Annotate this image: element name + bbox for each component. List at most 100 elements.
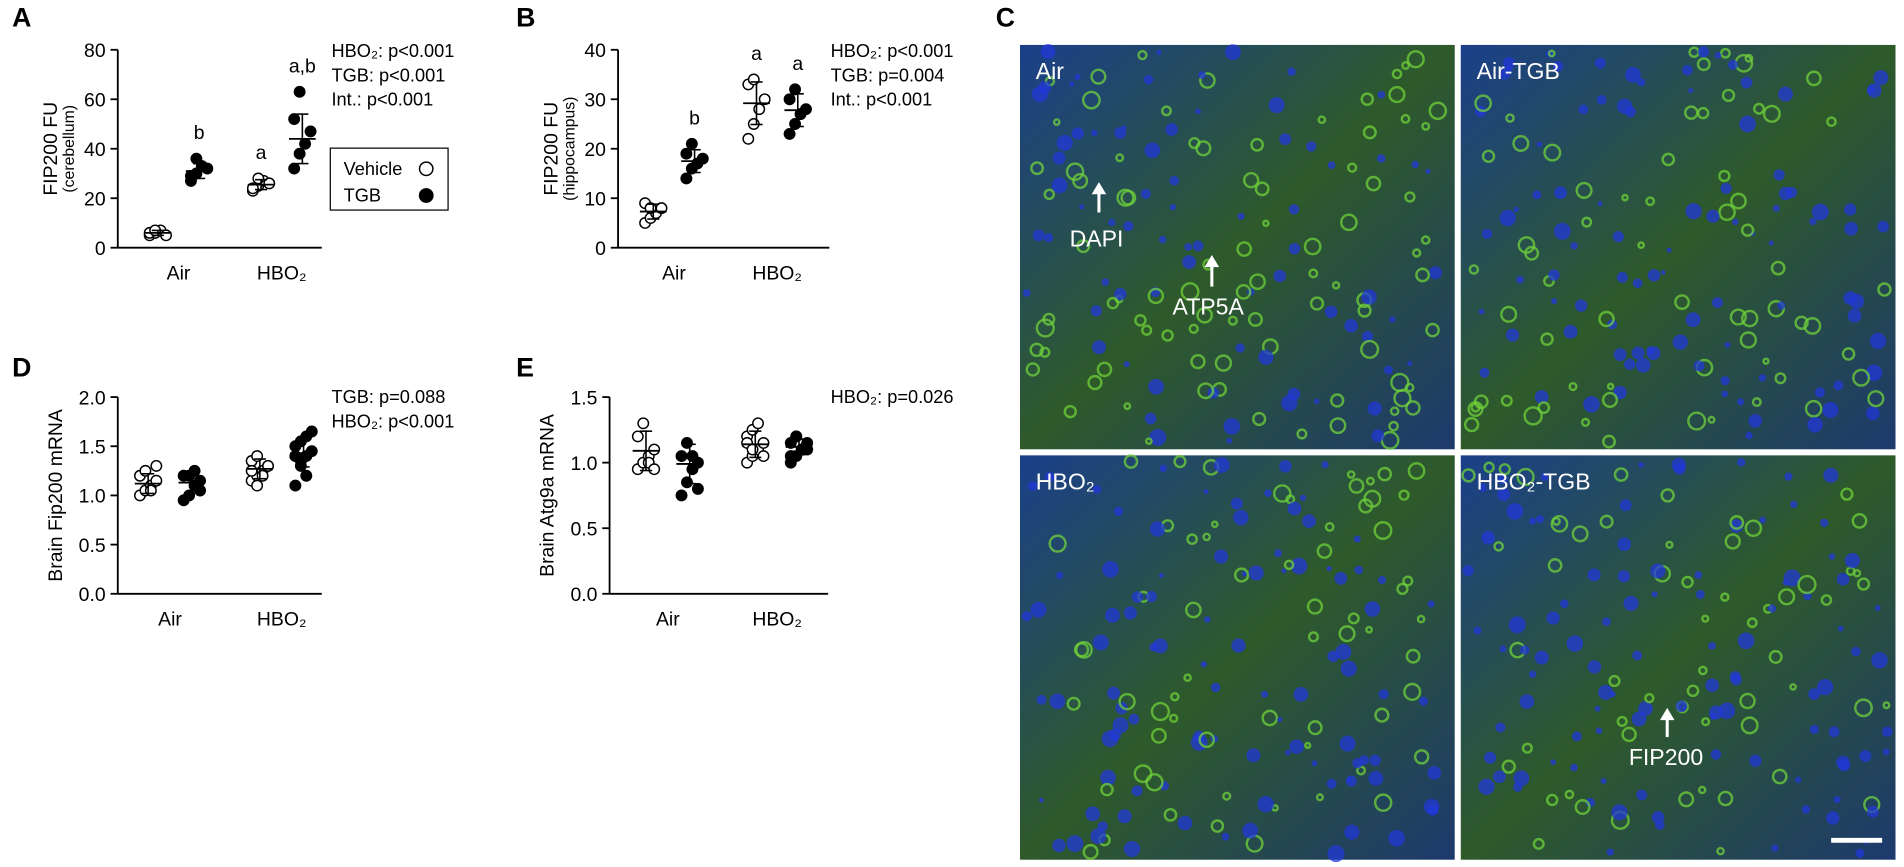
y-axis-label: FIP200 FU	[540, 102, 562, 196]
cell-texture	[1536, 141, 1543, 148]
cell-texture	[1214, 549, 1229, 564]
data-point	[251, 479, 264, 492]
cell-texture	[1389, 406, 1400, 417]
cell-texture	[1329, 417, 1347, 435]
cell-texture	[1546, 611, 1560, 625]
cell-texture	[1619, 499, 1632, 512]
cell-texture	[1248, 565, 1264, 581]
cell-texture	[1196, 306, 1213, 324]
micrograph-label: HBO₂-TGB	[1477, 468, 1591, 494]
y-tick-label: 10	[584, 189, 606, 211]
cell-texture	[1324, 305, 1338, 319]
cell-texture	[1478, 483, 1487, 492]
cell-texture	[1365, 476, 1375, 486]
cell-texture	[1712, 297, 1724, 309]
cell-texture	[1307, 720, 1323, 736]
cell-texture	[1674, 294, 1690, 311]
cell-texture	[1365, 175, 1382, 192]
cell-texture	[1462, 565, 1474, 577]
cell-texture	[1498, 463, 1511, 476]
cell-texture	[1546, 793, 1559, 807]
cell-texture	[1373, 521, 1393, 540]
cell-texture	[1685, 312, 1701, 328]
cell-texture	[1820, 518, 1829, 528]
cell-texture	[1115, 153, 1125, 163]
cell-texture	[1148, 378, 1164, 395]
annotation-arrowhead	[1204, 255, 1220, 268]
cell-texture	[1521, 742, 1533, 754]
y-tick-label: 0	[95, 238, 106, 260]
cell-texture	[1022, 289, 1031, 297]
cell-texture	[1636, 789, 1648, 801]
y-tick-label: 80	[84, 40, 106, 62]
panel-letter: E	[516, 352, 534, 382]
micrograph-label: HBO₂	[1036, 468, 1095, 494]
cell-texture	[1537, 401, 1551, 415]
cell-texture	[1717, 790, 1734, 807]
y-tick-label: 1.0	[79, 486, 106, 508]
data-point	[300, 469, 313, 482]
cell-texture	[1646, 346, 1655, 355]
x-tick-label: HBO₂	[752, 262, 802, 284]
data-point	[299, 137, 312, 150]
cell-texture	[1210, 682, 1221, 693]
cell-texture	[1718, 702, 1736, 720]
cell-texture	[1519, 645, 1530, 655]
cell-texture	[1617, 537, 1632, 552]
y-axis-label: FIP200 FU	[40, 102, 62, 196]
cell-texture	[1503, 56, 1515, 69]
y-tick-label: 60	[84, 90, 106, 112]
cell-texture	[1258, 349, 1274, 365]
panel-letter: C	[996, 3, 1015, 33]
cell-texture	[1236, 241, 1253, 257]
cell-texture	[1777, 301, 1786, 310]
cell-texture	[1708, 641, 1716, 650]
cell-texture	[1613, 467, 1629, 482]
cell-texture	[1150, 727, 1167, 744]
y-axis-label: Brain Atg9a mRNA	[537, 414, 559, 577]
cell-texture	[1391, 68, 1403, 80]
data-point	[289, 479, 302, 492]
cell-texture	[1330, 393, 1345, 408]
y-tick-label: 20	[84, 189, 106, 211]
cell-texture	[1560, 599, 1569, 608]
cell-texture	[1117, 809, 1132, 824]
cell-texture	[1841, 347, 1856, 361]
cell-texture	[1416, 614, 1426, 624]
significance-letter: a	[792, 53, 803, 75]
cell-texture	[1315, 793, 1324, 802]
cell-texture	[1461, 468, 1476, 483]
micrograph-label: Air-TGB	[1477, 58, 1560, 84]
cell-texture	[1071, 127, 1084, 140]
cell-texture	[1415, 267, 1430, 283]
stats-text: Int.: p<0.001	[831, 90, 933, 110]
cell-texture	[1340, 660, 1357, 677]
data-point	[696, 152, 709, 165]
cell-texture	[1134, 314, 1147, 327]
cell-texture	[1701, 614, 1710, 623]
cell-texture	[1833, 796, 1841, 804]
cell-texture	[1720, 376, 1730, 386]
cell-texture	[1427, 600, 1435, 608]
cell-texture	[1484, 751, 1497, 764]
cell-texture	[1344, 824, 1360, 840]
cell-texture	[1859, 750, 1872, 763]
cell-texture	[1056, 571, 1064, 579]
cell-texture	[1778, 86, 1793, 102]
cell-texture	[1828, 726, 1840, 738]
annotation-arrowhead	[1659, 707, 1675, 721]
cell-texture	[1844, 221, 1858, 236]
cell-texture	[1804, 399, 1823, 418]
cell-texture	[1866, 406, 1880, 421]
cell-texture	[1066, 696, 1081, 711]
data-point	[783, 93, 796, 106]
cell-texture	[1021, 611, 1032, 622]
cell-texture	[1688, 87, 1694, 94]
cell-texture	[1261, 690, 1269, 698]
cell-texture	[1027, 481, 1038, 491]
annotation-arrowhead	[1091, 182, 1107, 195]
data-point	[305, 425, 318, 438]
cell-texture	[1063, 404, 1077, 419]
cell-texture	[1473, 394, 1489, 410]
cell-texture	[1425, 322, 1440, 338]
